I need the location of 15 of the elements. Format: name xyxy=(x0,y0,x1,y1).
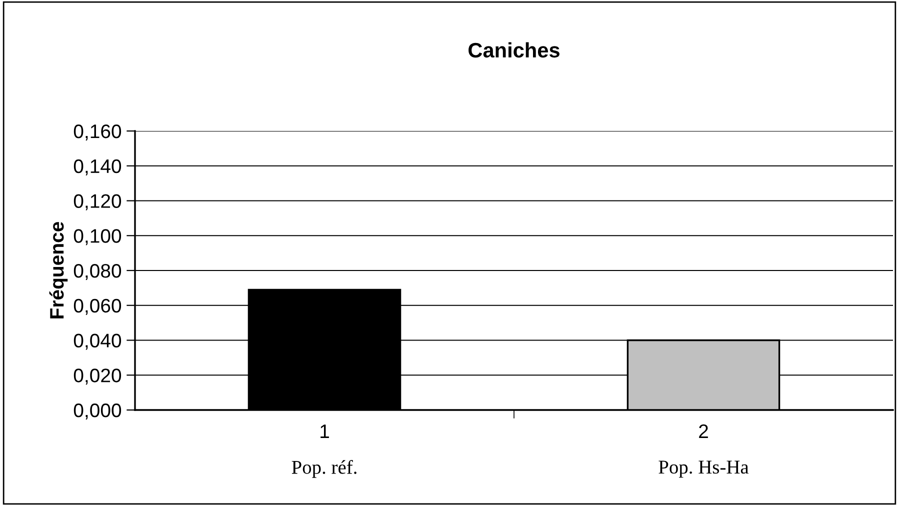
y-tick-label: 0,000 xyxy=(74,403,122,420)
y-tick-label: 0,100 xyxy=(74,229,122,246)
x-tick-label: 2 xyxy=(699,424,708,438)
text: Pop. réf. xyxy=(292,460,356,478)
y-tick-label: 0,120 xyxy=(74,194,122,210)
y-tick-label: 0,140 xyxy=(74,159,122,176)
y-tick-label: 0,060 xyxy=(74,298,122,315)
y-tick-label: 0,040 xyxy=(74,334,122,350)
y-tick-label: 0,160 xyxy=(74,124,122,141)
text: Pop. Hs-Ha xyxy=(658,460,749,478)
chart-title: Caniches xyxy=(468,42,560,58)
y-axis-title: Fréquence xyxy=(49,222,68,318)
x-tick-label: 1 xyxy=(320,424,329,438)
y-tick-label: 0,020 xyxy=(74,368,122,385)
y-tick-label: 0,080 xyxy=(74,264,122,280)
